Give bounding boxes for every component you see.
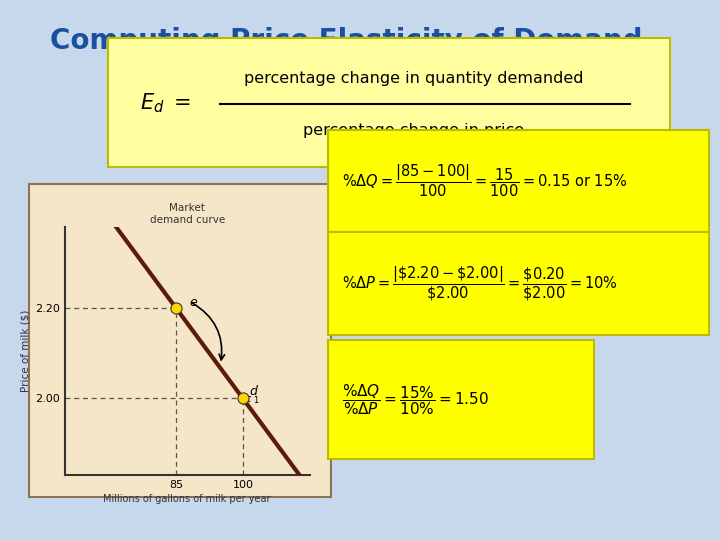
Text: $\%\Delta P = \dfrac{|\$2.20-\$2.00|}{\$2.00} = \dfrac{\$0.20}{\$2.00} = 10\%$: $\%\Delta P = \dfrac{|\$2.20-\$2.00|}{\$… — [342, 264, 618, 303]
FancyBboxPatch shape — [328, 232, 709, 335]
Text: $\%\Delta Q = \dfrac{|85-100|}{100} = \dfrac{15}{100} = 0.15$ or $15\%$: $\%\Delta Q = \dfrac{|85-100|}{100} = \d… — [342, 163, 628, 199]
Text: c: c — [245, 394, 251, 403]
Text: percentage change in quantity demanded: percentage change in quantity demanded — [244, 71, 584, 86]
X-axis label: Millions of gallons of milk per year: Millions of gallons of milk per year — [104, 494, 271, 504]
Title: Market
demand curve: Market demand curve — [150, 203, 225, 225]
Text: d: d — [250, 385, 257, 399]
FancyBboxPatch shape — [108, 38, 670, 167]
Y-axis label: Price of milk ($): Price of milk ($) — [21, 310, 31, 392]
FancyBboxPatch shape — [29, 184, 331, 497]
FancyBboxPatch shape — [328, 340, 594, 459]
Text: $\dfrac{\%\Delta Q}{\%\Delta P} = \dfrac{15\%}{10\%} = 1.50$: $\dfrac{\%\Delta Q}{\%\Delta P} = \dfrac… — [342, 382, 489, 417]
Text: e: e — [189, 296, 197, 309]
Text: percentage change in price: percentage change in price — [303, 123, 525, 138]
Text: 1: 1 — [253, 396, 258, 405]
Text: Computing Price Elasticity of Demand: Computing Price Elasticity of Demand — [50, 27, 643, 55]
FancyBboxPatch shape — [328, 130, 709, 232]
Text: $E_d\ =$: $E_d\ =$ — [140, 92, 192, 116]
